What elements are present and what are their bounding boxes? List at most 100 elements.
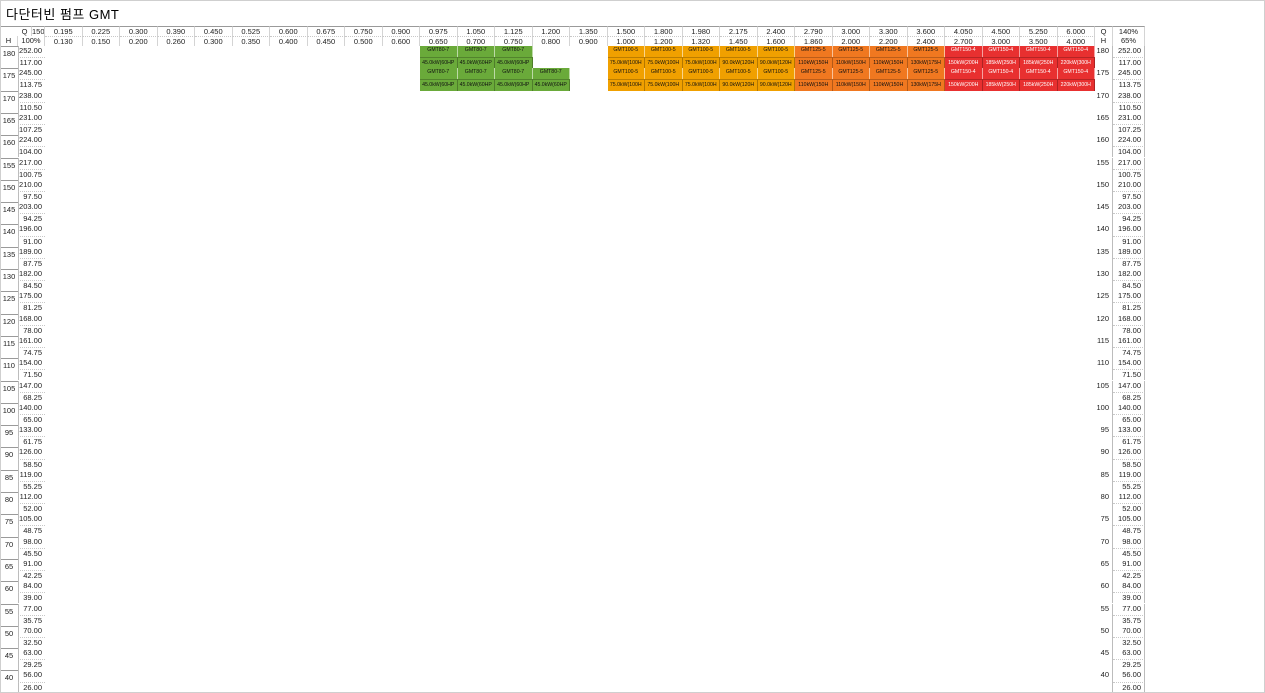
pump-model-cell[interactable]: GMT125-5 (870, 46, 908, 58)
motor-power-cell[interactable]: 110kW(150H (795, 79, 833, 91)
pump-model-cell[interactable]: GMT100-5 (682, 68, 720, 80)
motor-power-cell[interactable]: 110kW(150H (870, 57, 908, 69)
motor-power-cell[interactable]: 130kW(175H (907, 57, 945, 69)
pump-model-cell[interactable]: GMT100-5 (607, 68, 645, 80)
head-value-top: 119.00 (18, 469, 45, 481)
pump-model-cell[interactable]: GMT150-4 (1057, 46, 1095, 58)
head-label-right: 45 (1095, 648, 1113, 671)
motor-power-cell[interactable]: 90.0kW(120H (720, 57, 758, 69)
head-value-bottom-right: 74.75 (1113, 347, 1145, 359)
head-label-right: 70 (1095, 536, 1113, 559)
head-value-top-right: 91.00 (1113, 558, 1145, 571)
motor-power-cell[interactable]: 75.0kW(100H (645, 79, 683, 91)
motor-power-cell[interactable]: 150kW(200H (945, 79, 983, 91)
head-value-bottom: 78.00 (18, 324, 45, 336)
pump-model-cell[interactable]: GMT100-5 (682, 46, 720, 58)
pump-model-cell[interactable]: GMT150-4 (945, 46, 983, 58)
pump-model-cell[interactable]: GMT150-4 (1020, 46, 1058, 58)
motor-power-cell[interactable]: 45.0kW(60HP (532, 79, 570, 91)
pump-model-cell[interactable]: GMT150-4 (1057, 68, 1095, 80)
flow-header-top: 0.195 (45, 26, 83, 36)
head-value-top: 91.00 (18, 558, 45, 571)
motor-power-cell[interactable]: 45.0kW(60HP (420, 79, 458, 91)
flow-header-top: 0.450 (195, 26, 233, 36)
flow-header-top: 0.525 (232, 26, 270, 36)
head-value-bottom: 55.25 (18, 480, 45, 492)
flow-header-top: 1.350 (570, 26, 608, 36)
head-value-bottom-right: 71.50 (1113, 369, 1145, 381)
head-value-bottom-right: 97.50 (1113, 190, 1145, 203)
motor-power-cell[interactable]: 75.0kW(100H (682, 57, 720, 69)
head-value-top: 70.00 (18, 625, 45, 637)
flow-header-top: 3.300 (870, 26, 908, 36)
motor-power-cell[interactable]: 185kW(250H (982, 57, 1020, 69)
pump-model-cell[interactable]: GMT100-5 (645, 68, 683, 80)
pump-model-cell[interactable]: GMT100-5 (645, 46, 683, 58)
motor-power-cell[interactable]: 220kW(300H (1057, 57, 1095, 69)
pump-model-cell[interactable]: GMT150-4 (982, 68, 1020, 80)
motor-power-cell[interactable]: 185kW(250H (982, 79, 1020, 91)
motor-power-cell[interactable]: 185kW(250H (1020, 79, 1058, 91)
motor-power-cell[interactable]: 45.0kW(60HP (457, 79, 495, 91)
motor-power-cell[interactable]: 185kW(250H (1020, 57, 1058, 69)
pump-model-cell[interactable]: GMT100-5 (720, 46, 758, 58)
motor-power-cell[interactable]: 45.0kW(60HP (420, 57, 458, 69)
head-label: 115 (0, 335, 18, 358)
motor-power-cell[interactable]: 110kW(150H (795, 57, 833, 69)
head-value-top: 238.00 (18, 90, 45, 102)
motor-power-cell[interactable]: 45.0kW(60HP (495, 57, 533, 69)
motor-power-cell[interactable]: 75.0kW(100H (682, 79, 720, 91)
pump-model-cell[interactable]: GMT125-5 (832, 46, 870, 58)
head-label-right: 110 (1095, 358, 1113, 381)
pump-model-cell[interactable]: GMT150-4 (1020, 68, 1058, 80)
head-label: 180 (0, 46, 18, 68)
flow-header-top: 1.200 (532, 26, 570, 36)
motor-power-cell[interactable]: 110kW(150H (832, 57, 870, 69)
pump-model-cell[interactable]: GMT150-4 (945, 68, 983, 80)
head-value-top: 56.00 (18, 670, 45, 682)
motor-power-cell[interactable]: 90.0kW(120H (757, 79, 795, 91)
head-value-top: 224.00 (18, 135, 45, 147)
pump-model-cell[interactable]: GMT80-7 (532, 68, 570, 80)
pump-model-cell[interactable]: GMT80-7 (495, 46, 533, 58)
motor-power-cell[interactable]: 45.0kW(60HP (457, 57, 495, 69)
pump-model-cell[interactable]: GMT125-5 (870, 68, 908, 80)
pump-model-cell[interactable]: GMT80-7 (420, 46, 458, 58)
pump-model-cell[interactable]: GMT100-5 (757, 68, 795, 80)
head-value-bottom: 35.75 (18, 614, 45, 626)
head-label: 65 (0, 558, 18, 581)
motor-power-cell[interactable]: 75.0kW(100H (607, 79, 645, 91)
head-label-right: 40 (1095, 670, 1113, 693)
pump-model-cell[interactable]: GMT80-7 (457, 46, 495, 58)
head-label-right: 95 (1095, 425, 1113, 448)
pump-model-cell[interactable]: GMT80-7 (420, 68, 458, 80)
pump-model-cell[interactable]: GMT100-5 (607, 46, 645, 58)
pump-model-cell[interactable]: GMT125-5 (907, 68, 945, 80)
head-value-bottom: 104.00 (18, 146, 45, 158)
pump-model-cell[interactable]: GMT125-5 (795, 46, 833, 58)
motor-power-cell[interactable]: 110kW(150H (832, 79, 870, 91)
motor-power-cell[interactable]: 220kW(300H (1057, 79, 1095, 91)
motor-power-cell[interactable]: 90.0kW(120H (757, 57, 795, 69)
motor-power-cell[interactable]: 130kW(175H (907, 79, 945, 91)
flow-header-top: 4.500 (982, 26, 1020, 36)
pump-model-cell[interactable]: GMT125-5 (907, 46, 945, 58)
motor-power-cell[interactable]: 90.0kW(120H (720, 79, 758, 91)
motor-power-cell[interactable]: 150kW(200H (945, 57, 983, 69)
pump-model-cell[interactable]: GMT125-5 (795, 68, 833, 80)
pump-model-cell[interactable]: GMT150-4 (982, 46, 1020, 58)
motor-power-cell[interactable]: 110kW(150H (870, 79, 908, 91)
head-label: 60 (0, 581, 18, 603)
motor-power-cell[interactable]: 75.0kW(100H (607, 57, 645, 69)
pump-model-cell[interactable]: GMT125-5 (832, 68, 870, 80)
flow-header-top: 0.750 (345, 26, 383, 36)
pump-model-cell[interactable]: GMT100-5 (757, 46, 795, 58)
pump-model-cell[interactable]: GMT100-5 (720, 68, 758, 80)
motor-power-cell[interactable]: 75.0kW(100H (645, 57, 683, 69)
pump-model-cell[interactable]: GMT80-7 (495, 68, 533, 80)
motor-power-cell[interactable]: 45.0kW(60HP (495, 79, 533, 91)
head-label: 50 (0, 625, 18, 648)
pump-model-cell[interactable]: GMT80-7 (457, 68, 495, 80)
head-value-top: 147.00 (18, 380, 45, 392)
